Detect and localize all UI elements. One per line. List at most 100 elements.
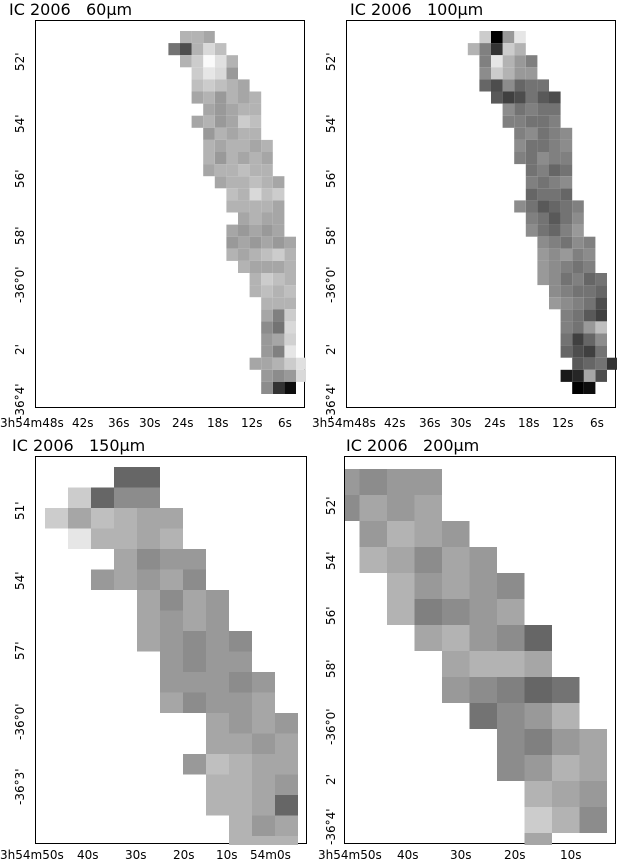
- map-pixel: [572, 297, 584, 310]
- map-pixel: [160, 508, 183, 529]
- map-pixel: [203, 43, 215, 56]
- map-pixel: [359, 469, 387, 495]
- map-pixel: [183, 631, 206, 652]
- ra-tick-label: 3h54m48s: [312, 416, 376, 430]
- map-pixel: [275, 754, 298, 775]
- map-pixel: [549, 164, 561, 177]
- map-pixel: [572, 273, 584, 286]
- map-pixel: [552, 755, 580, 781]
- map-pixel: [560, 369, 573, 382]
- panel-title: IC 2006 100μm: [350, 0, 484, 19]
- map-pixel: [514, 127, 526, 140]
- map-pixel: [414, 573, 442, 599]
- map-pixel: [549, 248, 561, 261]
- ra-tick-label: 12s: [241, 416, 263, 430]
- map-pixel: [525, 115, 538, 128]
- map-pixel: [537, 103, 549, 116]
- map-pixel: [206, 713, 229, 734]
- map-pixel: [261, 200, 273, 213]
- intensity-map: [345, 469, 607, 845]
- map-pixel: [68, 528, 91, 549]
- map-pixel: [249, 273, 262, 286]
- map-pixel: [160, 651, 183, 672]
- map-pixel: [183, 692, 206, 713]
- map-pixel: [229, 631, 252, 652]
- map-pixel: [560, 139, 573, 152]
- map-pixel: [549, 297, 561, 310]
- map-pixel: [583, 297, 596, 310]
- map-pixel: [284, 236, 296, 249]
- map-pixel: [183, 610, 206, 631]
- map-pixel: [284, 321, 296, 334]
- map-pixel: [191, 31, 204, 44]
- map-pixel: [583, 345, 596, 358]
- map-pixel: [525, 91, 538, 104]
- map-pixel: [238, 91, 250, 104]
- map-pixel: [387, 573, 415, 599]
- map-pixel: [572, 357, 584, 370]
- map-pixel: [572, 333, 584, 346]
- map-pixel: [272, 333, 285, 346]
- map-pixel: [249, 127, 262, 140]
- map-pixel: [229, 672, 252, 693]
- map-pixel: [497, 703, 525, 729]
- dec-tick-label: 56': [13, 169, 27, 188]
- map-pixel: [214, 152, 227, 165]
- map-pixel: [497, 599, 525, 625]
- map-pixel: [524, 807, 552, 833]
- panel-title: IC 2006 200μm: [346, 436, 480, 455]
- map-pixel: [275, 774, 298, 795]
- ra-tick-label: 40s: [397, 848, 419, 862]
- dec-tick-label: 2': [324, 774, 338, 785]
- map-pixel: [272, 176, 285, 189]
- map-pixel: [226, 67, 238, 80]
- map-pixel: [560, 127, 573, 140]
- map-pixel: [160, 672, 183, 693]
- map-pixel: [68, 508, 91, 529]
- map-pixel: [261, 164, 273, 177]
- map-pixel: [275, 836, 298, 845]
- map-pixel: [249, 188, 262, 201]
- map-pixel: [514, 55, 526, 68]
- map-pixel: [252, 672, 275, 693]
- ra-tick-label: 30s: [450, 848, 472, 862]
- map-pixel: [284, 369, 296, 382]
- dec-tick-label: -36°4': [13, 383, 27, 420]
- dec-tick-label: 2': [13, 344, 27, 355]
- map-pixel: [524, 703, 552, 729]
- dec-tick-label: 56': [324, 169, 338, 188]
- dec-tick-label: -36°0': [324, 266, 338, 303]
- map-pixel: [226, 224, 238, 237]
- map-pixel: [214, 164, 227, 177]
- map-pixel: [114, 549, 137, 570]
- map-pixel: [238, 224, 250, 237]
- map-pixel: [261, 139, 273, 152]
- map-pixel: [229, 836, 252, 845]
- ra-tick-label: 3h54m48s: [0, 416, 64, 430]
- map-pixel: [137, 590, 160, 611]
- map-pixel: [91, 508, 114, 529]
- map-pixel: [203, 139, 215, 152]
- map-pixel: [537, 212, 549, 225]
- map-pixel: [183, 672, 206, 693]
- map-pixel: [226, 236, 238, 249]
- map-pixel: [203, 152, 215, 165]
- map-pixel: [191, 43, 204, 56]
- map-pixel: [214, 91, 227, 104]
- map-pixel: [284, 345, 296, 358]
- map-pixel: [272, 369, 285, 382]
- map-pixel: [387, 495, 415, 521]
- map-pixel: [552, 781, 580, 807]
- map-pixel: [272, 285, 285, 298]
- map-pixel: [272, 321, 285, 334]
- map-pixel: [238, 103, 250, 116]
- map-pixel: [549, 212, 561, 225]
- map-pixel: [284, 333, 296, 346]
- map-pixel: [572, 212, 584, 225]
- map-pixel: [583, 369, 596, 382]
- intensity-map: [168, 31, 306, 394]
- map-pixel: [345, 495, 360, 521]
- map-pixel: [497, 651, 525, 677]
- map-pixel: [469, 651, 497, 677]
- map-pixel: [524, 677, 552, 703]
